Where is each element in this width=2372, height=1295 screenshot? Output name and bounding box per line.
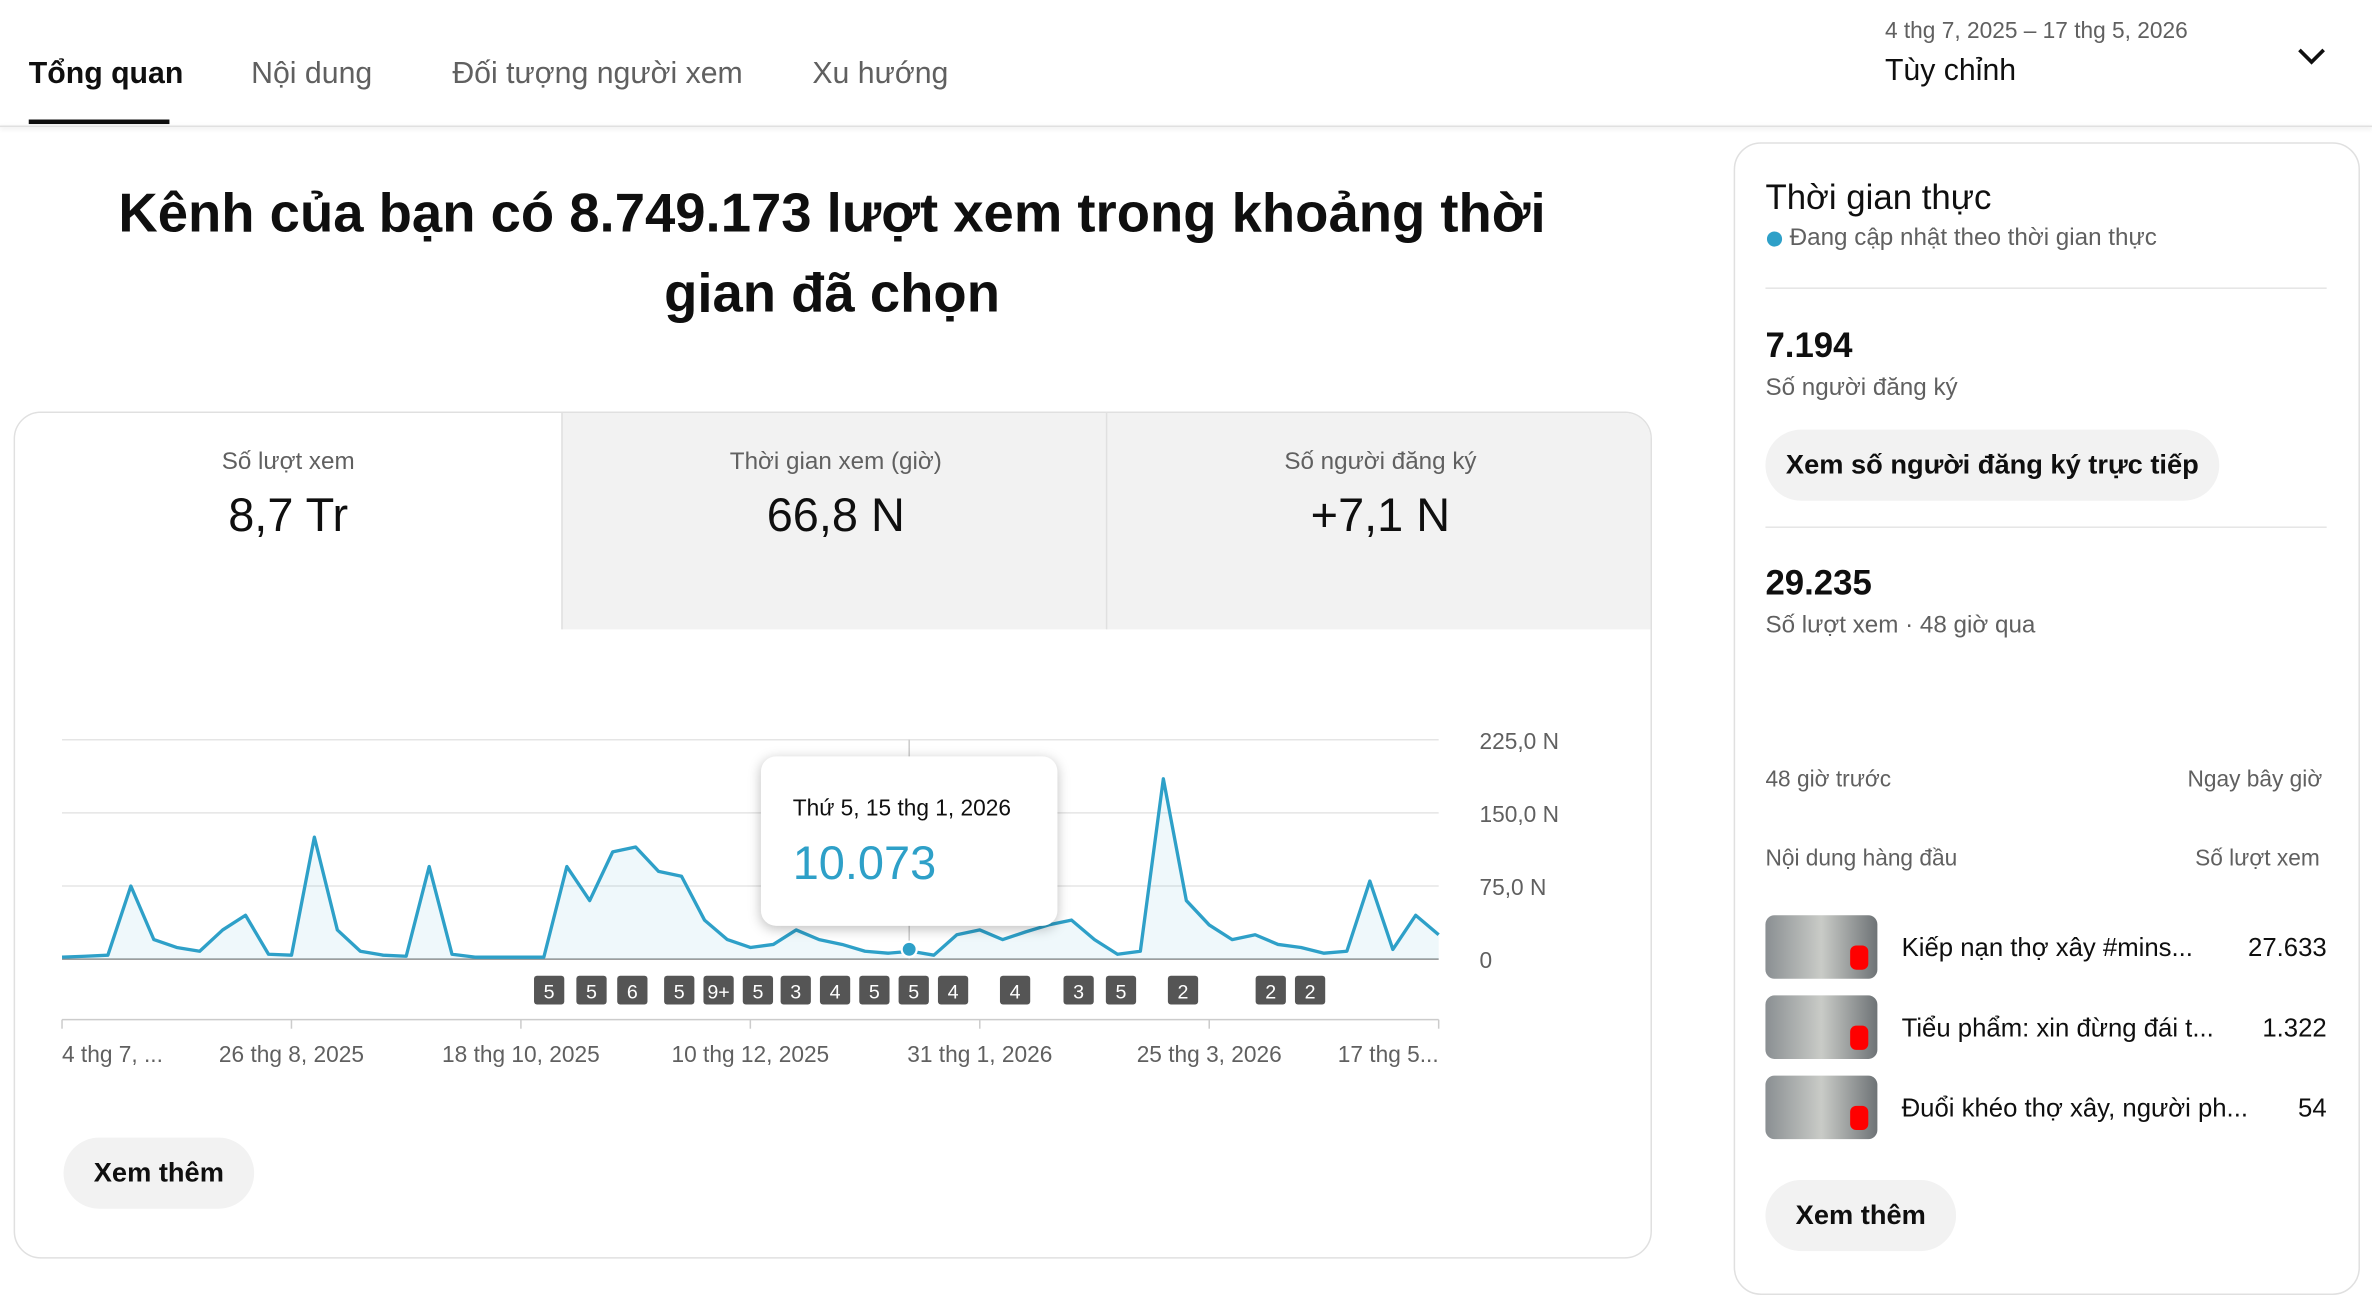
thumbnail[interactable] xyxy=(1765,915,1878,979)
subscriber-count: 7.194 xyxy=(1765,325,1853,365)
video-badge-label: 5 xyxy=(586,981,597,1003)
tab[interactable]: Đối tượng người xem xyxy=(452,57,743,91)
header-divider xyxy=(0,125,2372,128)
dropdown-icon[interactable] xyxy=(2293,42,2329,72)
line xyxy=(61,777,1440,959)
video-badge xyxy=(617,975,648,1005)
video-badge-label: 5 xyxy=(674,981,685,1003)
video-badge xyxy=(534,975,565,1005)
video-badge xyxy=(1063,975,1094,1005)
tooltip-date: Thứ 5, 15 thg 1, 2026 xyxy=(792,795,1012,822)
metric-value: +7,1 N xyxy=(1310,488,1451,542)
more-button[interactable]: Xem thêm xyxy=(63,1137,255,1209)
bars-start-label: 48 giờ trước xyxy=(1765,766,1892,793)
video-badge xyxy=(1167,975,1199,1005)
y-tick-label: 0 xyxy=(1480,947,1493,973)
video-badge-label: 3 xyxy=(790,981,801,1003)
video-badge-label: 4 xyxy=(830,981,841,1003)
tooltip: Thứ 5, 15 thg 1, 2026 10.073 xyxy=(760,756,1058,926)
area xyxy=(62,778,1439,960)
metric-tab[interactable]: Số lượt xem 8,7 Tr xyxy=(15,412,562,630)
video-badge-label: 4 xyxy=(1010,981,1021,1003)
video-badge xyxy=(999,975,1031,1005)
realtime-title: Thời gian thực xyxy=(1765,176,1992,217)
x-tick-label: 25 thg 3, 2026 xyxy=(1137,1041,1282,1067)
video-badge xyxy=(576,975,607,1005)
top-item-title[interactable]: Đuổi khéo thợ xây, người ph... xyxy=(1901,1093,2248,1123)
video-badge-label: 5 xyxy=(908,981,919,1003)
top-item-title[interactable]: Tiểu phẩm: xin đừng đái t... xyxy=(1901,1013,2214,1043)
tab[interactable]: Nội dung xyxy=(251,57,373,91)
headline: Kênh của bạn có 8.749.173 lượt xem trong… xyxy=(118,181,1546,324)
tab[interactable]: Xu hướng xyxy=(812,57,949,91)
video-badge xyxy=(819,975,851,1005)
top-views-label: Số lượt xem xyxy=(2195,845,2320,872)
realtime-more-button[interactable]: Xem thêm xyxy=(1765,1179,1957,1252)
top-item-title[interactable]: Kiếp nạn thợ xây #mins... xyxy=(1901,933,2193,963)
live-dot xyxy=(1766,231,1783,247)
x-tick-label: 31 thg 1, 2026 xyxy=(907,1041,1052,1067)
video-badge-label: 3 xyxy=(1073,981,1084,1003)
x-tick-label: 18 thg 10, 2025 xyxy=(442,1041,600,1067)
divider xyxy=(1765,526,2327,528)
x-tick-label: 17 thg 5... xyxy=(1338,1041,1439,1067)
y-tick-label: 225,0 N xyxy=(1480,728,1559,754)
video-badge-label: 2 xyxy=(1305,981,1316,1003)
metric-tab[interactable]: Thời gian xem (giờ) 66,8 N xyxy=(561,412,1109,630)
date-range[interactable]: 4 thg 7, 2025 – 17 thg 5, 2026 xyxy=(1884,18,2188,44)
video-badge-label: 5 xyxy=(1116,981,1127,1003)
x-tick-label: 26 thg 8, 2025 xyxy=(219,1041,364,1067)
live-subscriber-button[interactable]: Xem số người đăng ký trực tiếp xyxy=(1765,429,2220,501)
video-badge xyxy=(898,975,929,1005)
video-badge xyxy=(742,975,774,1005)
top-content-label: Nội dung hàng đầu xyxy=(1765,845,1958,872)
video-badge xyxy=(1255,975,1286,1005)
hover-point xyxy=(900,940,918,958)
video-badge-label: 9+ xyxy=(707,981,729,1003)
tab[interactable]: Tổng quan xyxy=(28,57,184,91)
video-badge xyxy=(664,975,695,1005)
video-badge xyxy=(703,975,734,1005)
video-badge-label: 5 xyxy=(752,981,763,1003)
metric-label: Số người đăng ký xyxy=(1284,449,1477,476)
video-badge xyxy=(780,975,811,1005)
video-badge-label: 5 xyxy=(869,981,880,1003)
bars-end-label: Ngay bây giờ xyxy=(2187,766,2323,793)
video-badge-label: 6 xyxy=(627,981,638,1003)
date-preset[interactable]: Tùy chỉnh xyxy=(1884,54,2017,88)
thumbnail[interactable] xyxy=(1765,995,1878,1059)
metric-value: 8,7 Tr xyxy=(228,488,349,542)
metric-tab[interactable]: Số người đăng ký +7,1 N xyxy=(1105,412,1651,630)
metric-label: Thời gian xem (giờ) xyxy=(729,449,942,476)
realtime-status: Đang cập nhật theo thời gian thực xyxy=(1789,225,2157,252)
video-badge xyxy=(859,975,890,1005)
video-badge-label: 2 xyxy=(1178,981,1189,1003)
metric-label: Số lượt xem xyxy=(221,449,355,476)
metric-value: 66,8 N xyxy=(766,488,905,542)
video-badge xyxy=(937,975,969,1005)
tab-indicator xyxy=(28,119,170,125)
y-tick-label: 150,0 N xyxy=(1480,801,1559,827)
subscriber-label: Số người đăng ký xyxy=(1765,375,1958,401)
video-badge xyxy=(1105,975,1137,1005)
realtime-views: 29.235 xyxy=(1765,562,1872,603)
tooltip-value: 10.073 xyxy=(792,836,937,890)
video-badge-label: 5 xyxy=(544,981,555,1003)
thumbnail[interactable] xyxy=(1765,1075,1878,1140)
video-badge-label: 2 xyxy=(1265,981,1276,1003)
divider xyxy=(1765,287,2327,289)
video-badge-label: 4 xyxy=(948,981,959,1003)
top-item-views: 1.322 xyxy=(2262,1013,2327,1043)
top-item-views: 54 xyxy=(2298,1093,2327,1123)
x-tick-label: 10 thg 12, 2025 xyxy=(671,1041,829,1067)
realtime-views-label: Số lượt xem · 48 giờ qua xyxy=(1765,612,2036,639)
x-tick-label: 4 thg 7, ... xyxy=(62,1041,163,1067)
top-item-views: 27.633 xyxy=(2248,933,2327,963)
video-badge xyxy=(1294,975,1326,1005)
y-tick-label: 75,0 N xyxy=(1480,874,1547,900)
